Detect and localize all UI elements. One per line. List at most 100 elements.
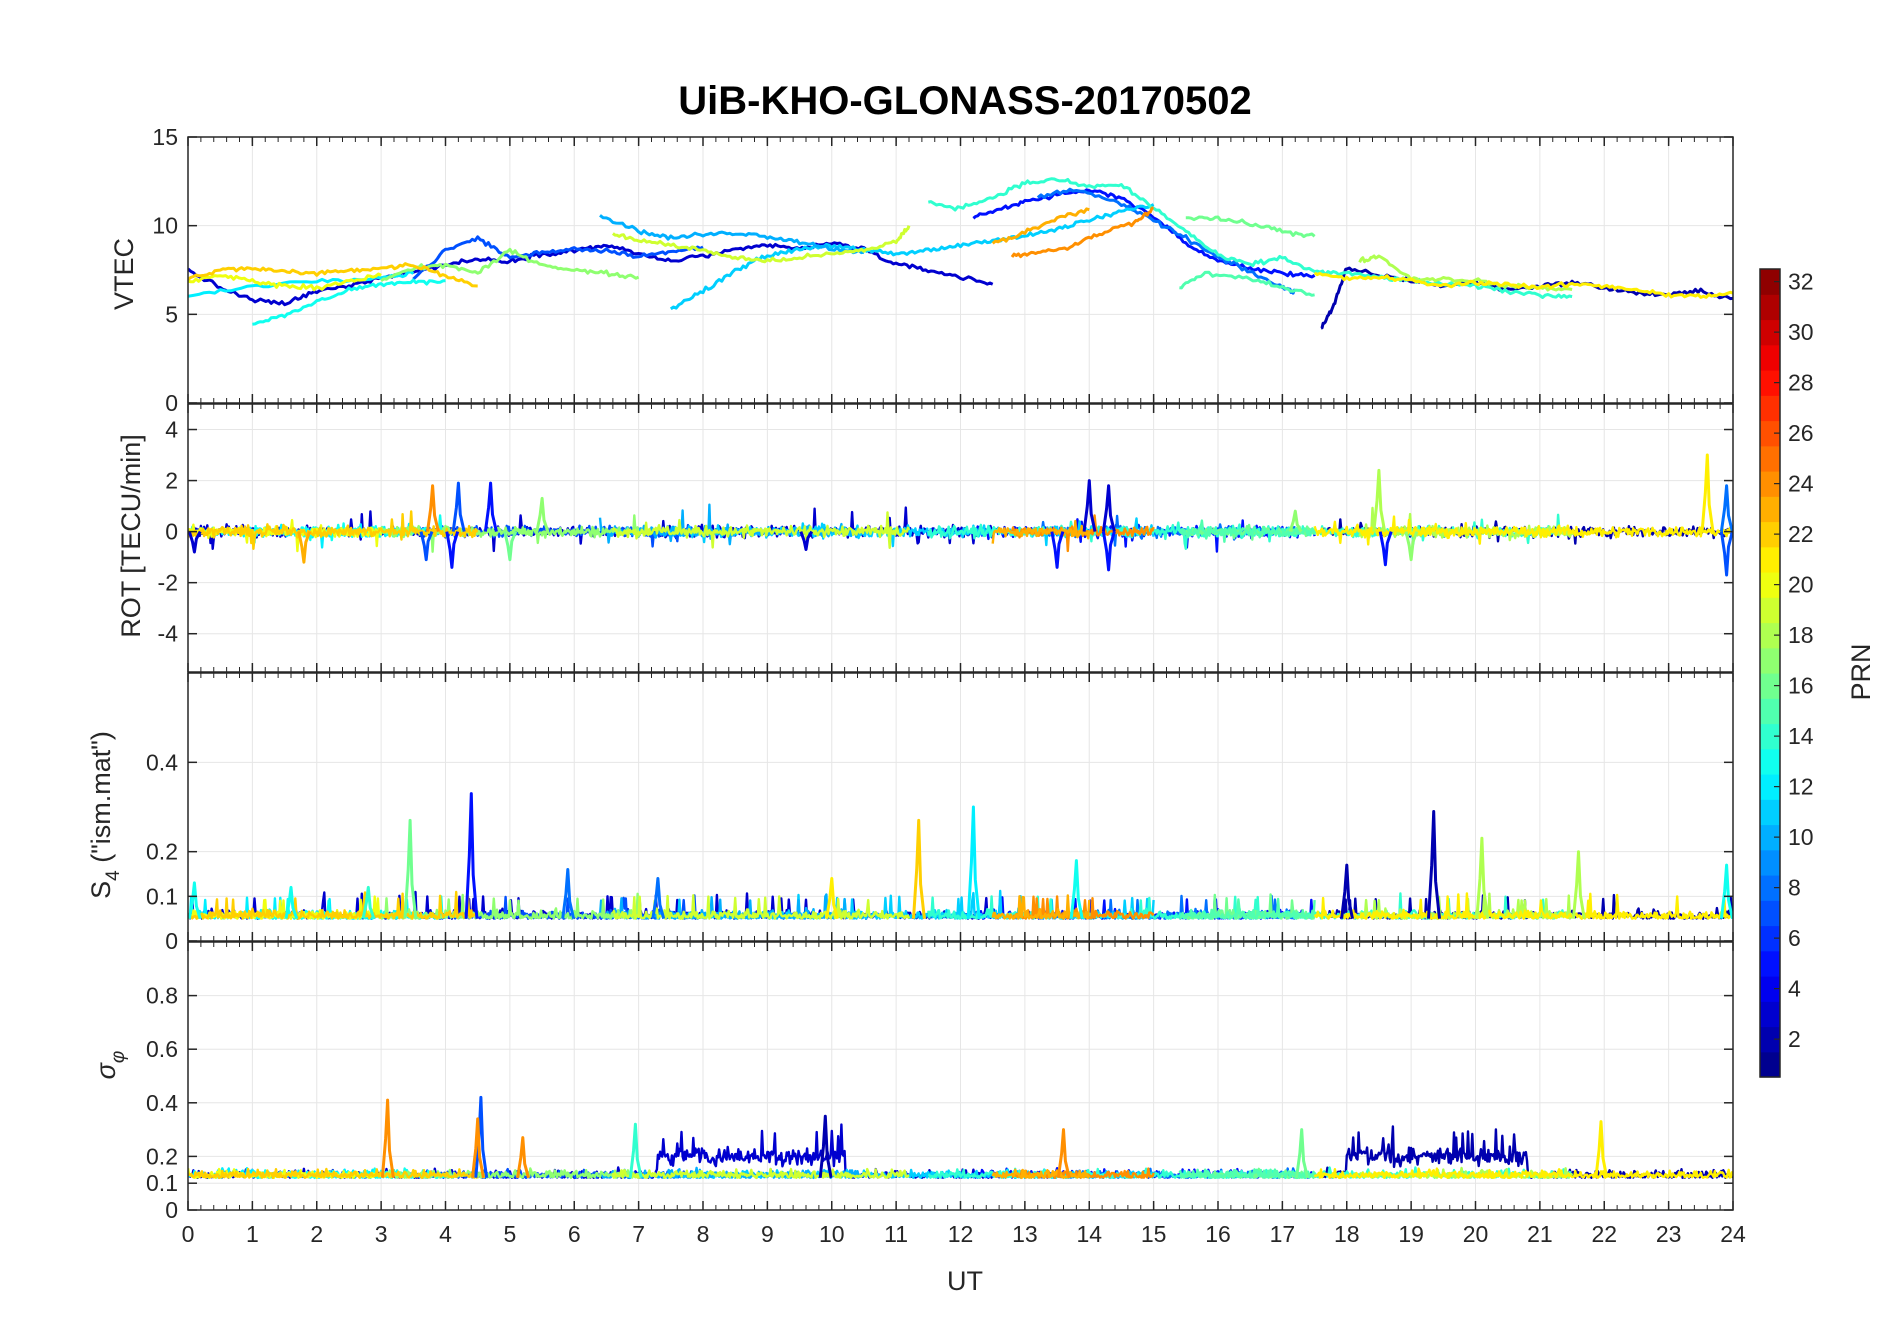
s4-label-main: S — [86, 881, 116, 899]
series-prn-10 — [599, 214, 865, 255]
colorbar-tick-label: 28 — [1788, 370, 1814, 396]
vtec-y-tick-label: 5 — [165, 301, 178, 327]
colorbar-segment — [1760, 370, 1780, 396]
x-tick-label: 11 — [884, 1221, 908, 1247]
s4-series-prn-15 — [1178, 897, 1316, 920]
x-tick-label: 6 — [568, 1221, 581, 1247]
s4-y-tick-label: 0 — [165, 928, 178, 954]
vtec-y-tick-label: 15 — [152, 124, 178, 150]
colorbar-tick-label: 8 — [1788, 875, 1801, 901]
colorbar-tick-label: 16 — [1788, 673, 1814, 699]
s4-spike — [561, 868, 576, 920]
colorbar-tick-label: 24 — [1788, 471, 1814, 497]
colorbar-segment — [1760, 471, 1780, 497]
colorbar-tick-label: 22 — [1788, 521, 1814, 547]
colorbar-segment — [1760, 748, 1780, 775]
sigma_phi-spike — [516, 1136, 530, 1179]
sigma_phi-spike — [1295, 1128, 1309, 1179]
colorbar-tick-label: 10 — [1788, 824, 1814, 850]
colorbar-segment — [1760, 521, 1780, 548]
rot-spike — [419, 531, 434, 562]
x-tick-label: 3 — [375, 1221, 388, 1247]
vtec-y-tick-label: 0 — [165, 390, 178, 416]
rot-spike — [1700, 453, 1715, 532]
rot-series-prn-22 — [188, 510, 479, 550]
colorbar-segment — [1760, 496, 1780, 523]
s4-series-prn-22 — [188, 890, 479, 920]
rot-spike — [1082, 479, 1097, 532]
s4-spike — [966, 805, 981, 919]
s4-spike — [1719, 863, 1733, 920]
colorbar-segment — [1760, 269, 1780, 295]
series-prn-11 — [669, 203, 1155, 311]
colorbar-segment — [1760, 395, 1780, 422]
sigma_phi-y-tick-label: 0.6 — [146, 1036, 178, 1062]
rot-spike — [445, 531, 460, 569]
series-prn-23 — [991, 207, 1090, 245]
sigma_phi-spike — [1056, 1128, 1071, 1179]
sigma_phi-spike — [818, 1114, 833, 1179]
colorbar-segment — [1760, 572, 1780, 598]
x-tick-label: 2 — [310, 1221, 323, 1247]
rot-series-prn-21 — [1313, 515, 1733, 546]
rot-traces — [188, 453, 1733, 577]
x-tick-label: 8 — [697, 1221, 710, 1247]
colorbar-segment — [1760, 799, 1780, 826]
colorbar-segment — [1760, 546, 1780, 573]
x-tick-label: 13 — [1012, 1221, 1038, 1247]
rot-y-tick-label: 0 — [165, 519, 178, 545]
rot-y-tick-label: 2 — [165, 468, 178, 494]
sigma-label-sub: φ — [108, 1051, 129, 1063]
rot-y-tick-label: -4 — [158, 621, 179, 647]
axes-frames — [187, 136, 1734, 1211]
colorbar-tick-label: 6 — [1788, 925, 1801, 951]
rot-spike — [451, 481, 466, 532]
colorbar-segment — [1760, 698, 1780, 725]
x-tick-label: 17 — [1270, 1221, 1296, 1247]
x-tick-label: 14 — [1076, 1221, 1102, 1247]
sigma_phi-traces — [188, 1095, 1733, 1179]
series-prn-22 — [188, 262, 478, 288]
colorbar-segment — [1760, 445, 1780, 472]
colorbar-tick-label: 14 — [1788, 723, 1814, 749]
s4-spike — [464, 792, 479, 919]
x-tick-label: 9 — [761, 1221, 774, 1247]
rot-spike — [1719, 531, 1733, 577]
colorbar-tick-label: 12 — [1788, 774, 1814, 800]
s4-spike — [361, 885, 376, 920]
rot-spike — [1101, 531, 1116, 572]
series-prn-21 — [1313, 271, 1733, 299]
series-prn-7 — [412, 235, 704, 281]
vtec-y-tick-label: 10 — [152, 213, 178, 239]
sigma_phi-series-prn-3 — [188, 1123, 994, 1179]
x-tick-label: 0 — [182, 1221, 195, 1247]
sigma_phi-series-prn-22 — [188, 1167, 479, 1179]
x-tick-label: 18 — [1334, 1221, 1360, 1247]
colorbar-segment — [1760, 723, 1780, 750]
s4-traces — [188, 792, 1733, 920]
s4-spike — [1475, 836, 1490, 919]
colorbar-segment — [1760, 1051, 1780, 1078]
data-traces — [188, 177, 1733, 1179]
s4-series-prn-23 — [991, 894, 1091, 920]
rot-spike — [297, 531, 312, 564]
x-tick-label: 5 — [503, 1221, 516, 1247]
series-prn-2 — [1320, 266, 1733, 330]
x-tick-label: 16 — [1205, 1221, 1231, 1247]
series-prn-20 — [188, 272, 382, 292]
colorbar-segment — [1760, 900, 1780, 927]
rot-y-axis-label: ROT [TECU/min] — [116, 434, 146, 638]
series-prn-15 — [1179, 270, 1315, 297]
colorbar-segment — [1760, 344, 1780, 371]
colorbar-tick-label: 32 — [1788, 269, 1814, 295]
sigma_phi-spike — [471, 1117, 485, 1179]
s4-spike — [912, 818, 926, 919]
colorbar-segment — [1760, 774, 1780, 800]
x-tick-label: 21 — [1527, 1221, 1553, 1247]
s4-spike — [1340, 863, 1354, 919]
colorbar-segment — [1760, 597, 1780, 624]
sigma_phi-y-tick-label: 0 — [165, 1197, 178, 1223]
series-prn-16 — [1185, 215, 1316, 239]
colorbar-label: PRN — [1846, 643, 1876, 700]
